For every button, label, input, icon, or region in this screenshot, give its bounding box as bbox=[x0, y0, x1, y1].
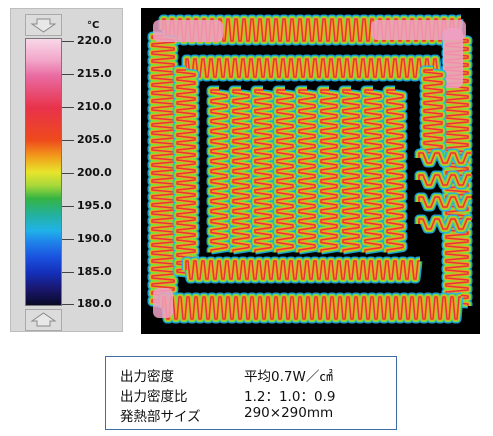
scale-up-button[interactable] bbox=[25, 14, 62, 36]
spec-value: 290×290mm bbox=[244, 405, 333, 421]
scale-label: 180.0 bbox=[77, 297, 112, 310]
spec-label: 発熱部サイズ bbox=[120, 405, 201, 425]
scale-label: 200.0 bbox=[77, 166, 112, 179]
scale-tick bbox=[62, 206, 74, 207]
scale-label: 220.0 bbox=[77, 34, 112, 47]
heater-thermal-map bbox=[141, 8, 480, 334]
scale-tick bbox=[62, 41, 74, 42]
spec-label: 出力密度比 bbox=[120, 385, 188, 405]
scale-tick bbox=[62, 173, 74, 174]
temperature-unit: °C bbox=[87, 20, 99, 31]
scale-label: 215.0 bbox=[77, 67, 112, 80]
scale-label: 185.0 bbox=[77, 265, 112, 278]
scale-tick bbox=[62, 239, 74, 240]
color-scale-bar bbox=[25, 38, 62, 306]
scale-tick bbox=[62, 140, 74, 141]
scale-label: 195.0 bbox=[77, 199, 112, 212]
arrow-down-icon bbox=[26, 310, 61, 330]
scale-label: 190.0 bbox=[77, 232, 112, 245]
spec-value: 1.2：1.0：0.9 bbox=[244, 385, 335, 405]
thermal-image bbox=[141, 8, 480, 334]
scale-label: 205.0 bbox=[77, 133, 112, 146]
spec-label: 出力密度 bbox=[120, 365, 174, 385]
spec-box: 出力密度 平均0.7W／㎠ 出力密度比 1.2：1.0：0.9 発熱部サイズ 2… bbox=[105, 356, 397, 430]
scale-down-button[interactable] bbox=[25, 309, 62, 331]
scale-tick bbox=[62, 107, 74, 108]
temperature-scale-panel: °C 220.0 215.0 210.0 205.0 200.0 195.0 1… bbox=[10, 8, 123, 332]
scale-tick bbox=[62, 304, 74, 305]
scale-tick bbox=[62, 74, 74, 75]
spec-value: 平均0.7W／㎠ bbox=[244, 365, 333, 385]
scale-label: 210.0 bbox=[77, 100, 112, 113]
arrow-up-icon bbox=[26, 15, 61, 35]
scale-tick bbox=[62, 272, 74, 273]
